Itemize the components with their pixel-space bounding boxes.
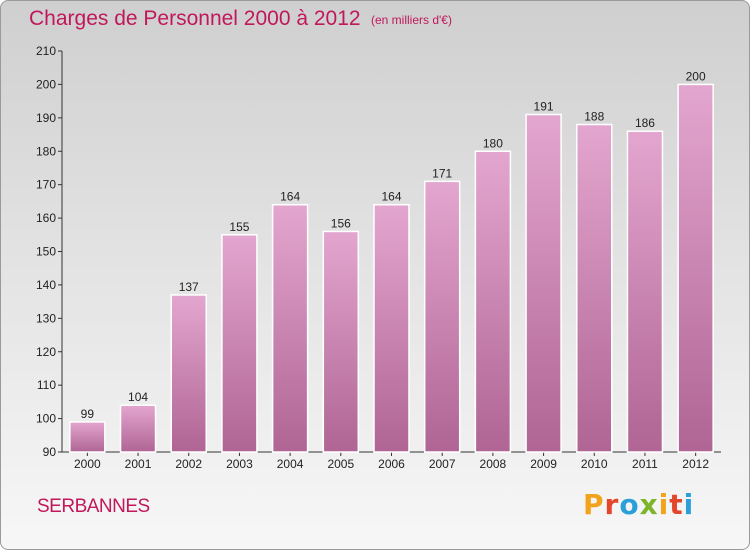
bar [423, 180, 461, 453]
x-tick-label: 2004 [277, 457, 304, 471]
chart-labels: 99 104 137 155 164 156 164 171 180 191 188 186 200 [81, 69, 706, 421]
y-tick-label: 160 [36, 211, 56, 225]
x-tick-label: 2012 [682, 457, 709, 471]
bar [271, 203, 309, 453]
data-label: 180 [483, 136, 503, 150]
bar [69, 421, 106, 453]
bar [373, 203, 410, 453]
chart-subtitle: (en milliers d'€) [371, 13, 452, 27]
x-tick-label: 2001 [125, 457, 152, 471]
data-label: 156 [331, 216, 351, 230]
bar [576, 123, 613, 453]
y-tick-label: 190 [36, 111, 56, 125]
logo-letter: x [639, 488, 659, 521]
proxiti-logo[interactable]: Proxiti [583, 488, 694, 521]
x-tick-label: 2002 [175, 457, 202, 471]
x-tick-label: 2009 [530, 457, 557, 471]
data-label: 164 [381, 190, 401, 204]
y-tick-label: 100 [36, 412, 56, 426]
y-tick-label: 170 [36, 178, 56, 192]
x-tick-label: 2008 [480, 457, 507, 471]
x-tick-label: 2005 [327, 457, 354, 471]
y-tick-label: 210 [36, 44, 56, 58]
bar [474, 150, 512, 453]
data-label: 171 [432, 166, 452, 180]
data-label: 155 [229, 220, 249, 234]
logo-letter: r [604, 488, 620, 521]
y-tick-label: 110 [37, 378, 56, 392]
y-tick-label: 140 [36, 278, 56, 292]
logo-letter: P [583, 488, 605, 521]
x-tick-label: 2006 [378, 457, 405, 471]
x-tick-label: 2000 [74, 457, 101, 471]
chart-bars [69, 83, 714, 453]
y-tick-label: 90 [43, 445, 57, 459]
bar [119, 404, 157, 453]
data-label: 99 [81, 407, 95, 421]
data-label: 137 [179, 280, 199, 294]
y-tick-label: 180 [36, 144, 56, 158]
x-tick-label: 2011 [632, 457, 658, 471]
bar [221, 234, 258, 453]
data-label: 186 [635, 116, 655, 130]
chart-title: Charges de Personnel 2000 à 2012 [29, 7, 361, 30]
data-label: 191 [534, 99, 554, 113]
y-tick-label: 200 [36, 77, 56, 91]
y-tick-label: 130 [36, 311, 56, 325]
bar [677, 83, 714, 453]
bar [322, 230, 360, 453]
bar [626, 130, 664, 453]
x-tick-label: 2010 [581, 457, 608, 471]
y-tick-label: 150 [36, 245, 56, 259]
bar [170, 294, 207, 453]
logo-letter: i [683, 488, 695, 521]
commune-name: SERBANNES [37, 496, 150, 517]
logo-letter: i [658, 488, 670, 521]
bar [525, 113, 562, 453]
data-label: 188 [584, 110, 604, 124]
data-label: 104 [128, 390, 148, 404]
logo-letter: t [669, 488, 684, 521]
x-tick-label: 2003 [226, 457, 253, 471]
data-label: 164 [280, 190, 300, 204]
logo-letter: o [619, 488, 640, 521]
y-tick-label: 120 [36, 345, 56, 359]
data-label: 200 [686, 69, 706, 83]
x-tick-label: 2007 [429, 457, 456, 471]
